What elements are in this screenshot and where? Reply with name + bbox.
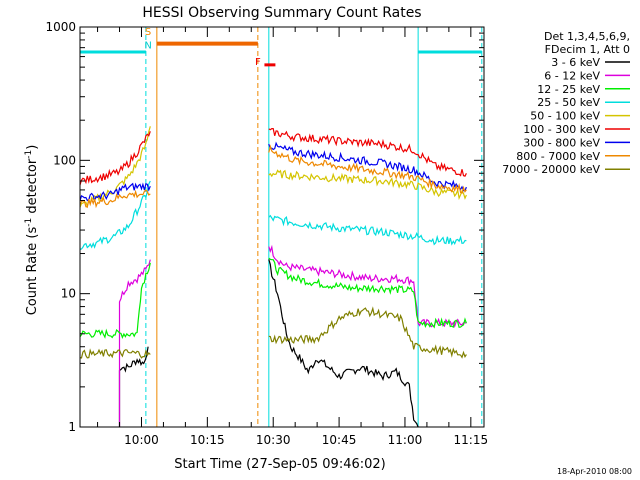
legend-label-0: 3 - 6 keV — [551, 56, 600, 69]
y-tick-label-2: 100 — [53, 153, 76, 167]
y-axis: 1 10 100 1000 — [45, 20, 484, 434]
series-0-segment-1 — [268, 259, 419, 428]
x-tick-label-4: 11:00 — [388, 433, 423, 447]
series-5-segment-0 — [79, 131, 151, 186]
series-7-segment-0 — [79, 189, 151, 209]
y-tick-label-3: 1000 — [45, 20, 76, 34]
x-axis-label: Start Time (27-Sep-05 09:46:02) — [174, 457, 385, 472]
series-0-segment-0 — [118, 346, 149, 427]
series-7-segment-1 — [268, 144, 467, 194]
series-1-segment-1 — [268, 244, 467, 328]
y-tick-label-1: 10 — [61, 287, 76, 301]
plot-frame — [79, 26, 485, 428]
chart-title: HESSI Observing Summary Count Rates — [142, 5, 421, 21]
y-axis-label: Count Rate (s-1 detector-1) — [24, 145, 40, 316]
legend-header-line-2: FDecim 1, Att 0 — [545, 43, 630, 56]
legend-label-6: 300 - 800 keV — [523, 136, 600, 149]
x-tick-label-0: 10:00 — [124, 433, 159, 447]
series-2-segment-1 — [268, 257, 467, 329]
x-tick-label-2: 10:30 — [256, 433, 291, 447]
series-6-segment-0 — [79, 182, 151, 203]
series-3-segment-0 — [79, 180, 151, 250]
legend-label-2: 12 - 25 keV — [537, 83, 600, 96]
series-2-segment-0 — [79, 262, 151, 339]
annotation-0: S — [145, 27, 151, 38]
x-tick-label-5: 11:15 — [454, 433, 489, 447]
y-tick-label-0: 1 — [68, 420, 76, 434]
series-5-segment-1 — [268, 128, 467, 177]
legend-label-3: 25 - 50 keV — [537, 96, 600, 109]
legend-label-7: 800 - 7000 keV — [516, 150, 600, 163]
legend-label-8: 7000 - 20000 keV — [502, 163, 600, 176]
legend-label-5: 100 - 300 keV — [523, 123, 600, 136]
x-axis: 10:00 10:15 10:30 10:45 11:00 11:15 — [97, 27, 489, 447]
legend-header-line-1: Det 1,3,4,5,6,9, — [544, 30, 630, 43]
series-8-segment-0 — [79, 348, 151, 359]
series-1-segment-0 — [118, 259, 151, 427]
series-8-segment-1 — [268, 306, 467, 359]
x-tick-label-3: 10:45 — [322, 433, 357, 447]
legend: Det 1,3,4,5,6,9, FDecim 1, Att 0 3 - 6 k… — [502, 30, 630, 176]
x-tick-label-1: 10:15 — [190, 433, 225, 447]
legend-label-1: 6 - 12 keV — [544, 69, 600, 82]
annotation-2: F — [255, 57, 261, 68]
series-4-segment-1 — [268, 169, 467, 201]
footer-timestamp: 18-Apr-2010 08:00 — [557, 467, 632, 476]
legend-label-4: 50 - 100 keV — [530, 110, 600, 123]
series-3-segment-1 — [268, 214, 467, 246]
annotation-1: N — [144, 40, 151, 51]
